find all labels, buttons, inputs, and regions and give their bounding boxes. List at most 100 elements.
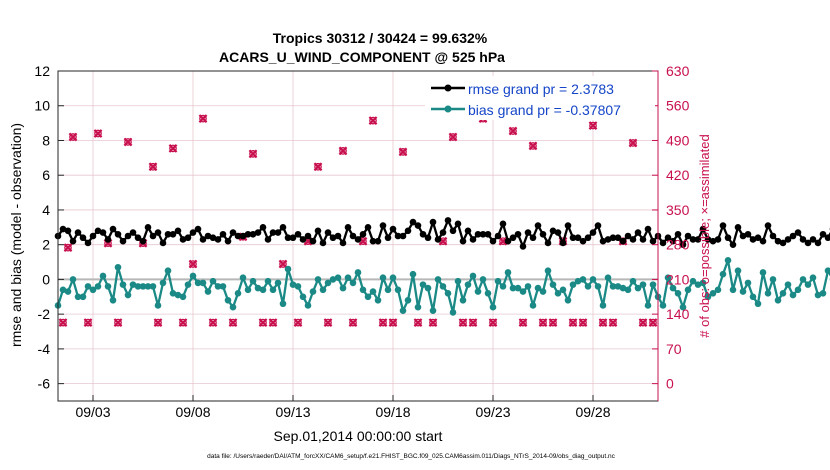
y-axis-left: -6 -4 -2 0 2 4 6 8 10 12 <box>34 63 64 392</box>
legend: rmse grand pr = 2.3783 bias grand pr = -… <box>425 76 655 120</box>
rmse-point <box>419 230 427 238</box>
bias-point <box>204 288 212 295</box>
bias-point <box>339 284 347 292</box>
bias-point <box>304 302 312 309</box>
bias-point <box>714 286 722 294</box>
bias-point <box>514 284 522 292</box>
rmse-point <box>124 232 132 240</box>
bias-point <box>544 267 552 275</box>
bias-point <box>234 290 242 297</box>
rmse-point <box>799 236 807 243</box>
y2-tick-label: 420 <box>666 167 690 183</box>
rmse-point <box>179 236 187 243</box>
rmse-point <box>204 232 212 240</box>
bias-point <box>74 293 82 301</box>
bias-point <box>414 303 422 311</box>
y-axis-label: rmse and bias (model - observation) <box>8 123 24 347</box>
obs-assimilated-marker <box>208 318 218 327</box>
bias-point <box>444 290 452 297</box>
rmse-point <box>524 229 532 236</box>
bias-point <box>744 279 752 287</box>
rmse-point <box>824 234 830 242</box>
bias-point <box>599 302 607 309</box>
bias-point <box>559 286 567 294</box>
rmse-point <box>154 229 162 236</box>
rmse-point <box>754 234 762 242</box>
rmse-point <box>719 222 727 229</box>
bias-point <box>449 309 457 316</box>
rmse-point <box>694 236 702 243</box>
rmse-point <box>769 232 777 240</box>
obs-possible-marker <box>279 260 287 268</box>
obs-assimilated-marker <box>348 318 358 327</box>
bias-point <box>484 290 492 297</box>
y2-tick-label: 350 <box>666 202 690 218</box>
bias-point <box>279 300 287 308</box>
bias-point <box>519 288 527 295</box>
bias-point <box>534 284 542 292</box>
obs-assimilated-marker <box>68 132 78 142</box>
obs-assimilated-marker <box>448 132 458 142</box>
rmse-point <box>789 232 797 240</box>
bias-point <box>194 279 202 287</box>
x-axis-label: Sep.01,2014 00:00:00 start <box>274 428 443 444</box>
rmse-point <box>609 234 617 242</box>
bias-point <box>324 279 332 287</box>
obs-assimilated-marker <box>188 259 198 269</box>
rmse-point <box>279 224 287 231</box>
bias-point <box>159 279 167 287</box>
bias-point <box>179 293 187 301</box>
obs-possible-marker <box>519 318 527 327</box>
bias-point <box>439 283 447 290</box>
obs-assimilated-marker <box>628 138 638 148</box>
bias-point <box>739 288 747 295</box>
bias-point <box>629 277 637 285</box>
obs-possible-marker <box>539 318 547 327</box>
rmse-point <box>529 234 537 242</box>
rmse-point <box>604 236 612 243</box>
bias-point <box>424 284 432 292</box>
bias-point <box>409 270 417 278</box>
rmse-point <box>379 222 387 229</box>
obs-possible-marker <box>149 162 157 171</box>
bias-point <box>624 286 632 294</box>
rmse-point <box>549 227 557 235</box>
bias-point <box>114 263 122 271</box>
bias-point <box>79 293 87 301</box>
obs-possible-marker <box>399 148 407 156</box>
y-tick-label: 8 <box>42 132 50 148</box>
bias-point <box>364 293 372 301</box>
rmse-point <box>269 229 277 236</box>
bias-point <box>94 283 102 290</box>
bias-point <box>824 267 830 275</box>
rmse-point <box>684 232 692 240</box>
obs-assimilated-marker <box>398 147 408 157</box>
rmse-point <box>144 224 152 231</box>
rmse-point <box>234 232 242 240</box>
rmse-point <box>409 218 417 226</box>
rmse-point <box>384 234 392 242</box>
obs-possible-marker <box>569 318 577 327</box>
bias-point <box>144 283 152 290</box>
bias-point <box>539 288 547 295</box>
bias-point <box>309 288 317 295</box>
rmse-point <box>629 236 637 243</box>
obs-assimilated-marker <box>63 243 73 253</box>
bias-point <box>354 269 362 276</box>
bias-point <box>174 291 182 299</box>
obs-possible-marker <box>229 318 237 327</box>
plot-area <box>58 71 658 401</box>
rmse-point <box>454 220 462 228</box>
obs-possible-marker <box>599 318 607 327</box>
rmse-point <box>209 234 217 242</box>
bias-point <box>554 290 562 297</box>
bias-point <box>69 276 77 283</box>
rmse-point <box>319 239 327 247</box>
rmse-point <box>434 236 442 243</box>
rmse-point <box>74 229 82 236</box>
obs-possible-marker <box>94 129 102 138</box>
rmse-point <box>344 224 352 231</box>
rmse-point <box>664 234 672 242</box>
rmse-point <box>294 230 302 238</box>
obs-assimilated-marker <box>458 318 468 327</box>
